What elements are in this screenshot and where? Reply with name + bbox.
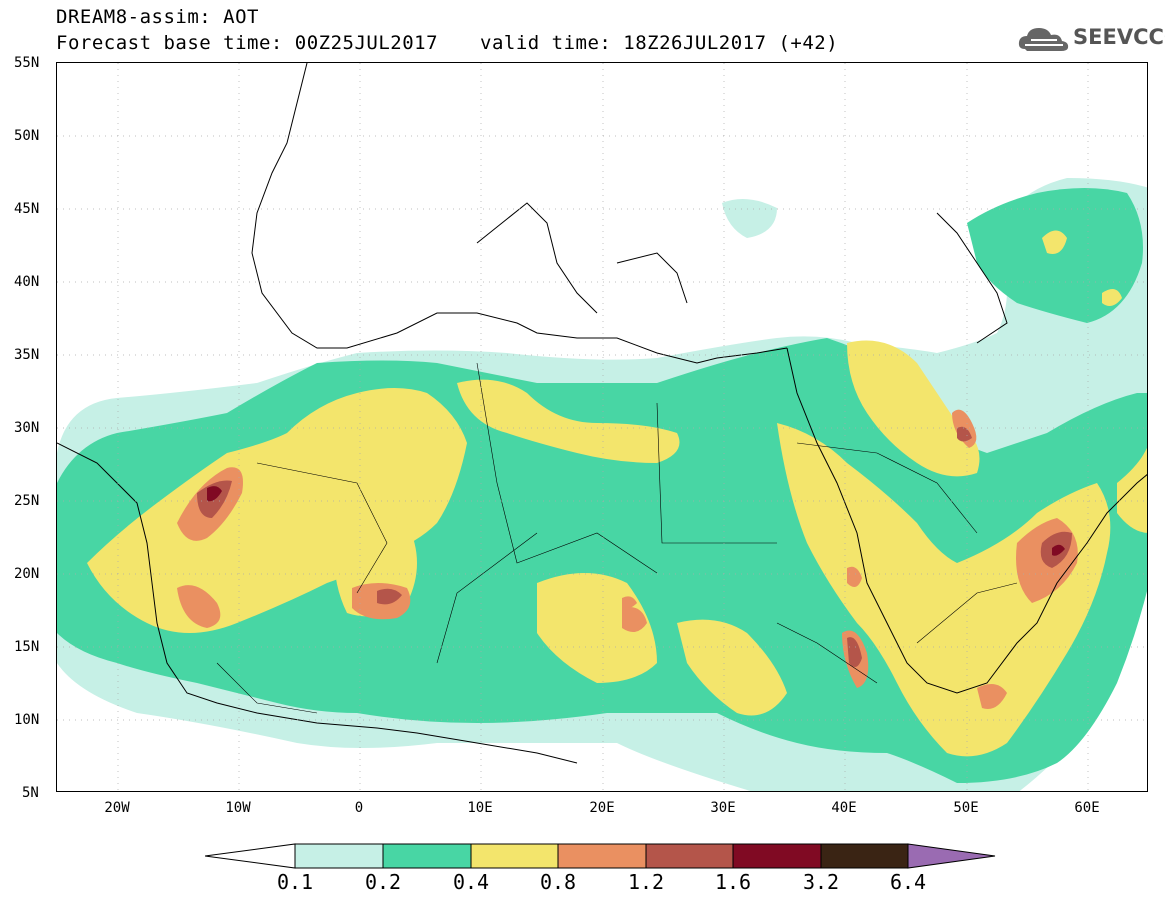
colorbar-segment-1.6	[732, 843, 822, 869]
colorbar-below-arrow	[205, 843, 296, 869]
lon-label: 20W	[104, 800, 130, 816]
lon-label: 20E	[589, 800, 615, 816]
country-borders	[216, 362, 1018, 714]
valid-time: valid time: 18Z26JUL2017 (+42)	[480, 32, 839, 54]
coastlines	[57, 63, 1147, 764]
lat-label: 50N	[14, 128, 40, 144]
lat-label: 40N	[14, 274, 40, 290]
colorbar-label: 3.2	[802, 870, 840, 894]
lon-label: 40E	[831, 800, 857, 816]
aot-0.4-area	[87, 230, 1147, 757]
colorbar-segment-3.2	[820, 843, 909, 869]
colorbar-segment-0.1	[294, 843, 384, 869]
lon-label: 0	[354, 800, 364, 816]
aot-field-map	[57, 63, 1147, 791]
lat-label: 30N	[14, 420, 40, 436]
lat-label: 10N	[14, 712, 40, 728]
lat-label: 15N	[14, 639, 40, 655]
lon-label: 30E	[710, 800, 736, 816]
colorbar-segment-0.2	[382, 843, 472, 869]
lon-label: 60E	[1074, 800, 1100, 816]
lat-label: 20N	[14, 566, 40, 582]
colorbar-label: 0.4	[452, 870, 490, 894]
lat-label: 25N	[14, 493, 40, 509]
map-area	[56, 62, 1148, 792]
forecast-base-time: Forecast base time: 00Z25JUL2017	[56, 32, 439, 54]
colorbar-label: 1.6	[714, 870, 752, 894]
cloud-logo-icon	[1018, 28, 1069, 51]
lat-label: 55N	[14, 55, 40, 71]
aot-1.6-area	[207, 486, 1065, 556]
colorbar-segment-1.2	[645, 843, 734, 869]
colorbar-label: 0.2	[364, 870, 402, 894]
colorbar-segment-0.4	[470, 843, 559, 869]
lat-label: 45N	[14, 201, 40, 217]
aot-colorbar	[205, 843, 996, 869]
map-title: DREAM8-assim: AOT	[56, 6, 259, 28]
lon-label: 10E	[467, 800, 493, 816]
lat-lon-grid	[57, 63, 1147, 791]
colorbar-label: 6.4	[889, 870, 927, 894]
lat-label: 5N	[22, 785, 39, 801]
colorbar-above-arrow	[907, 843, 996, 869]
lon-label: 50E	[953, 800, 979, 816]
lat-label: 35N	[14, 347, 40, 363]
colorbar-label: 0.1	[276, 870, 314, 894]
colorbar-label: 1.2	[627, 870, 665, 894]
colorbar-segment-0.8	[557, 843, 647, 869]
lon-label: 10W	[225, 800, 251, 816]
colorbar-label: 0.8	[539, 870, 577, 894]
logo-text: SEEVCCC	[1073, 25, 1165, 49]
seevccc-logo: SEEVCCC	[1017, 23, 1165, 55]
